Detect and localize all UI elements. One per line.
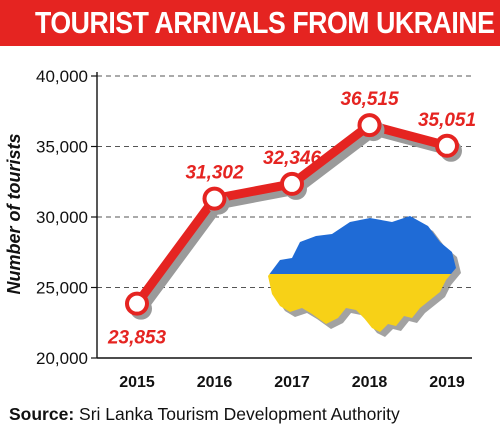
y-tick-label: 40,000 [36, 67, 88, 86]
data-label: 36,515 [340, 89, 399, 110]
source-line: Source: Sri Lanka Tourism Development Au… [9, 404, 400, 425]
y-tick-label: 35,000 [36, 138, 88, 157]
ukraine-map-icon [268, 216, 461, 337]
data-point [125, 291, 149, 316]
data-point [280, 171, 304, 196]
x-tick-label: 2016 [197, 374, 233, 391]
data-label: 35,051 [418, 110, 476, 131]
data-label: 31,302 [185, 163, 244, 184]
y-axis-label: Number of tourists [4, 133, 24, 294]
x-tick-label: 2015 [119, 374, 155, 391]
line-chart: 20,000 25,000 30,000 35,000 40,000 2015 2016 20… [4, 67, 476, 391]
title-bar: TOURIST ARRIVALS FROM UKRAINE [0, 0, 500, 46]
y-tick-label: 25,000 [36, 279, 88, 298]
x-tick-label: 2019 [429, 374, 465, 391]
axes: 20,000 25,000 30,000 35,000 40,000 2015 2016 20… [36, 67, 472, 391]
source-label: Source: [9, 404, 75, 424]
x-tick-label: 2017 [274, 374, 310, 391]
chart-title: TOURIST ARRIVALS FROM UKRAINE [35, 5, 495, 40]
data-labels: 23,853 31,302 32,346 36,515 35,051 [107, 89, 476, 349]
y-tick-label: 30,000 [36, 208, 88, 227]
data-label: 32,346 [263, 148, 322, 169]
data-point [202, 186, 227, 211]
source-text: Sri Lanka Tourism Development Authority [79, 404, 400, 424]
y-tick-label: 20,000 [36, 349, 88, 368]
data-label: 23,853 [107, 328, 167, 349]
data-point [435, 133, 459, 158]
x-tick-label: 2018 [352, 374, 388, 391]
data-point [357, 113, 382, 138]
data-points [125, 113, 462, 320]
